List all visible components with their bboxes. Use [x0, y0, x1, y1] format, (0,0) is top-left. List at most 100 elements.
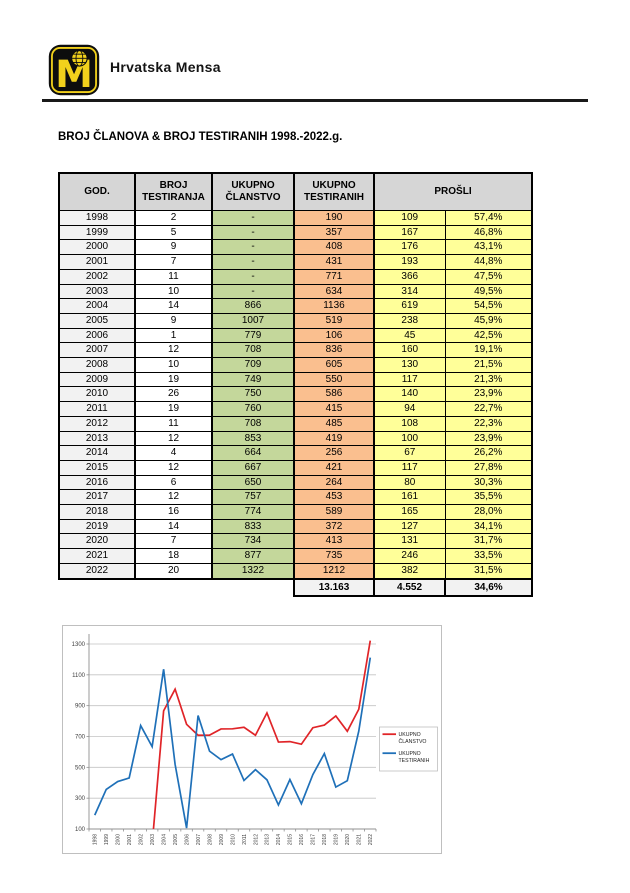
col-header-prosli: PROŠLI: [372, 172, 534, 211]
table-cell: 836: [293, 342, 375, 359]
table-cell: 22,7%: [444, 401, 534, 417]
svg-text:2004: 2004: [161, 834, 167, 845]
table-cell: 7: [134, 254, 213, 270]
table-row: 2005 9 1007 519 238 45,9%: [58, 312, 534, 329]
table-row: 2007 12 708 836 160 19,1%: [58, 342, 534, 359]
svg-text:2002: 2002: [138, 834, 144, 845]
table-cell: 589: [293, 504, 375, 520]
brand-name: Hrvatska Mensa: [110, 59, 221, 75]
table-cell: 877: [211, 548, 295, 564]
table-cell: 1007: [211, 312, 295, 329]
table-cell: 1: [134, 327, 213, 344]
table-cell: 31,7%: [444, 533, 534, 550]
table-cell: 19: [134, 401, 213, 417]
table-cell: 130: [373, 357, 446, 373]
table-cell: 30,3%: [444, 474, 534, 491]
header-divider: [42, 99, 588, 102]
svg-text:2021: 2021: [357, 834, 363, 845]
svg-text:2020: 2020: [345, 834, 351, 845]
table-row: 2008 10 709 605 130 21,5%: [58, 357, 534, 373]
table-cell: 6: [134, 474, 213, 491]
svg-text:100: 100: [75, 827, 86, 833]
table-cell: 160: [373, 342, 446, 359]
svg-text:1999: 1999: [104, 834, 110, 845]
x-axis-labels: 1998 1999 2000 2001 2002 2003 2004 2005 2006 2007…: [93, 834, 375, 845]
table-row: 2001 7-431 193 44,8%: [58, 254, 534, 270]
svg-text:1998: 1998: [93, 834, 99, 845]
table-row: 2000 9-408 176 43,1%: [58, 239, 534, 256]
table-cell: 28,0%: [444, 504, 534, 520]
table-row: 2009 19 749 550 117 21,3%: [58, 371, 534, 388]
table-cell: 10: [134, 357, 213, 373]
table-cell: 2016: [58, 474, 136, 491]
table-cell: 94: [373, 401, 446, 417]
total-testiranih: 13.163: [293, 577, 375, 597]
table-cell: 80: [373, 474, 446, 491]
table-cell: 100: [373, 430, 446, 447]
table-cell: 421: [293, 459, 375, 476]
total-prosli-pct: 34,6%: [443, 577, 534, 597]
table-cell: 774: [211, 504, 295, 520]
table-cell: 12: [134, 489, 213, 506]
table-row: 2012 11 708 485 108 22,3%: [58, 415, 534, 432]
table-cell: 140: [373, 386, 446, 403]
table-cell: 550: [293, 371, 375, 388]
table-cell: -: [211, 210, 295, 226]
table-cell: 2014: [58, 445, 136, 461]
svg-text:2014: 2014: [276, 834, 282, 845]
table-cell: 619: [373, 298, 446, 314]
table-cell: 667: [211, 459, 295, 476]
svg-text:2019: 2019: [334, 834, 340, 845]
table-header: GOD. BROJ TESTIRANJA UKUPNO ČLANSTVO UKU…: [58, 172, 534, 211]
col-header-god: GOD.: [58, 172, 136, 211]
table-cell: 117: [373, 459, 446, 476]
table-cell: 2022: [58, 562, 136, 580]
table-cell: 256: [293, 445, 375, 461]
table-cell: 2006: [58, 327, 136, 344]
table-cell: 127: [373, 518, 446, 535]
svg-text:2009: 2009: [219, 834, 225, 845]
table-cell: 176: [373, 239, 446, 256]
totals-spacer: [59, 579, 294, 596]
table-cell: 413: [293, 533, 375, 550]
table-row: 2016 6 650 264 80 30,3%: [58, 474, 534, 491]
table-row: 2003 10-634 314 49,5%: [58, 283, 534, 300]
table-cell: 109: [373, 210, 446, 226]
series-line-testiranih: [93, 657, 372, 829]
table-cell: 9: [134, 312, 213, 329]
table-cell: 366: [373, 268, 446, 285]
svg-text:2005: 2005: [173, 834, 179, 845]
table-cell: 12: [134, 342, 213, 359]
y-axis-labels: 100 300 500 700 900 1100 1300: [72, 642, 86, 833]
table-cell: 2017: [58, 489, 136, 506]
table-cell: 485: [293, 415, 375, 432]
svg-text:2007: 2007: [196, 834, 202, 845]
table-cell: 2001: [58, 254, 136, 270]
table-cell: 757: [211, 489, 295, 506]
table-cell: 131: [373, 533, 446, 550]
table-cell: 19,1%: [444, 342, 534, 359]
table-cell: 2021: [58, 548, 136, 564]
table-cell: 23,9%: [444, 386, 534, 403]
table-cell: 415: [293, 401, 375, 417]
table-row: 1998 2-190 109 57,4%: [58, 210, 534, 226]
svg-text:2017: 2017: [311, 834, 317, 845]
table-cell: 760: [211, 401, 295, 417]
table-row: 2017 12 757 453 161 35,5%: [58, 489, 534, 506]
table-cell: 708: [211, 415, 295, 432]
svg-text:1300: 1300: [72, 642, 86, 648]
table-cell: 47,5%: [444, 268, 534, 285]
table-cell: 314: [373, 283, 446, 300]
table-cell: 264: [293, 474, 375, 491]
table-cell: 1136: [293, 298, 375, 314]
table-cell: 16: [134, 504, 213, 520]
legend-label: UKUPNO: [399, 751, 421, 757]
table-row: 1999 5-357 167 46,8%: [58, 224, 534, 241]
table-cell: 18: [134, 548, 213, 564]
svg-text:2008: 2008: [207, 834, 213, 845]
table-cell: 238: [373, 312, 446, 329]
table-cell: 431: [293, 254, 375, 270]
table-cell: 2004: [58, 298, 136, 314]
table-cell: 31,5%: [444, 562, 534, 580]
